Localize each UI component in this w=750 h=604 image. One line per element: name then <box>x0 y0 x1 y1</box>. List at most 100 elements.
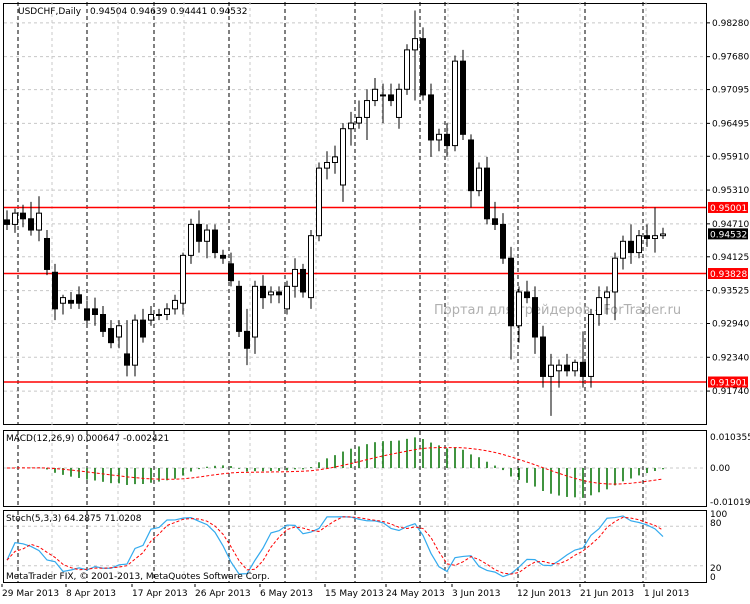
candle <box>516 286 522 343</box>
candle-body <box>76 294 82 304</box>
candle <box>532 286 538 354</box>
candle-body <box>260 285 266 299</box>
candle-body <box>172 299 178 310</box>
price-pane[interactable]: Портал для трейдеров - ForTrader.ru 0.98… <box>0 0 750 429</box>
candle-body <box>572 361 578 372</box>
candle-body <box>204 229 210 242</box>
candle <box>572 359 578 377</box>
candle <box>396 83 402 129</box>
candle <box>28 201 34 236</box>
candle-body <box>452 60 458 147</box>
time-label: 29 Mar 2013 <box>2 589 59 599</box>
candle <box>596 286 602 326</box>
candle-body <box>340 128 346 186</box>
candle <box>156 308 162 321</box>
watermark: Портал для трейдеров - ForTrader.ru <box>434 303 681 318</box>
stoch-tick-0: 0 <box>710 573 716 583</box>
candle <box>220 249 226 264</box>
hline-label: 0.93828 <box>710 270 747 280</box>
candle <box>140 308 146 343</box>
candle-body <box>268 291 274 296</box>
candle-body <box>404 49 410 90</box>
candle-body <box>348 122 354 130</box>
candle-body <box>652 235 658 239</box>
stoch-frame <box>3 510 707 583</box>
candle-body <box>428 94 434 141</box>
candle-body <box>532 297 538 338</box>
stoch-signal-line <box>6 516 664 575</box>
candle-body <box>36 212 42 231</box>
candle <box>452 55 458 152</box>
candle <box>340 123 346 202</box>
price-tick-label: 0.98280 <box>712 19 749 29</box>
candle <box>484 156 490 225</box>
candle-body <box>564 364 570 372</box>
candle <box>244 308 250 366</box>
candle <box>380 83 386 124</box>
candle <box>300 263 306 298</box>
candle <box>316 162 322 242</box>
stoch-main-line <box>6 515 664 578</box>
candle <box>108 320 114 349</box>
candle-body <box>548 364 554 377</box>
candle <box>84 300 90 326</box>
hline-label-box <box>708 376 748 388</box>
candle-body <box>252 285 258 338</box>
candle-body <box>468 139 474 192</box>
macd-pane[interactable]: MACD(12,26,9) 0.000647 -0.002421 0.01035… <box>0 429 750 509</box>
candle-body <box>236 285 242 332</box>
candle <box>580 331 586 388</box>
candle-body <box>212 229 218 254</box>
candle <box>292 258 298 298</box>
candle-body <box>444 133 450 147</box>
price-tick-label: 0.93525 <box>712 287 749 297</box>
price-tick-label: 0.92340 <box>712 353 749 363</box>
macd-chart[interactable]: MACD(12,26,9) 0.000647 -0.002421 0.01035… <box>0 429 750 509</box>
candles <box>4 10 666 416</box>
price-chart[interactable]: Портал для трейдеров - ForTrader.ru 0.98… <box>0 0 750 429</box>
price-tick-label: 0.94125 <box>712 253 749 263</box>
stoch-chart[interactable]: Stoch(5,3,3) 64.2875 71.0208 MetaTrader … <box>0 509 750 584</box>
candle-body <box>508 257 514 327</box>
candle-body <box>540 336 546 377</box>
candle-body <box>636 235 642 254</box>
candle <box>412 10 418 101</box>
stoch-pane[interactable]: Stoch(5,3,3) 64.2875 71.0208 MetaTrader … <box>0 509 750 584</box>
candle <box>268 286 274 304</box>
candle <box>332 145 338 174</box>
time-label: 17 Apr 2013 <box>132 589 188 599</box>
candle-body <box>628 240 634 254</box>
period-separators <box>17 2 644 425</box>
candle-body <box>44 237 50 270</box>
candle-body <box>20 212 26 220</box>
horizontal-lines[interactable] <box>4 206 706 383</box>
candle-body <box>460 60 466 135</box>
candle <box>364 89 370 140</box>
candle <box>76 286 82 309</box>
candle-body <box>316 167 322 237</box>
candle-body <box>292 268 298 287</box>
time-label: 8 Apr 2013 <box>66 589 116 599</box>
candle-body <box>60 297 66 304</box>
candle <box>468 134 474 208</box>
macd-label: MACD(12,26,9) 0.000647 -0.002421 <box>6 434 169 444</box>
candle <box>4 210 10 231</box>
candle <box>444 123 450 157</box>
candle-body <box>4 219 10 225</box>
candle-body <box>308 235 314 299</box>
time-label: 3 Jun 2013 <box>452 589 500 599</box>
candle-body <box>436 133 442 141</box>
candle <box>420 27 426 101</box>
price-tick-label: 0.95310 <box>712 186 749 196</box>
time-label: 21 Jun 2013 <box>580 589 634 599</box>
candle <box>44 230 50 276</box>
candle <box>564 353 570 377</box>
candle-body <box>108 328 114 344</box>
copyright-label: MetaTrader FIX, © 2001-2013, MetaQuotes … <box>6 572 270 582</box>
candle <box>284 280 290 315</box>
candle <box>540 325 546 388</box>
candle <box>604 286 610 315</box>
candle-body <box>492 218 498 225</box>
hline-label: 0.95001 <box>710 204 747 214</box>
candle-body <box>364 100 370 118</box>
